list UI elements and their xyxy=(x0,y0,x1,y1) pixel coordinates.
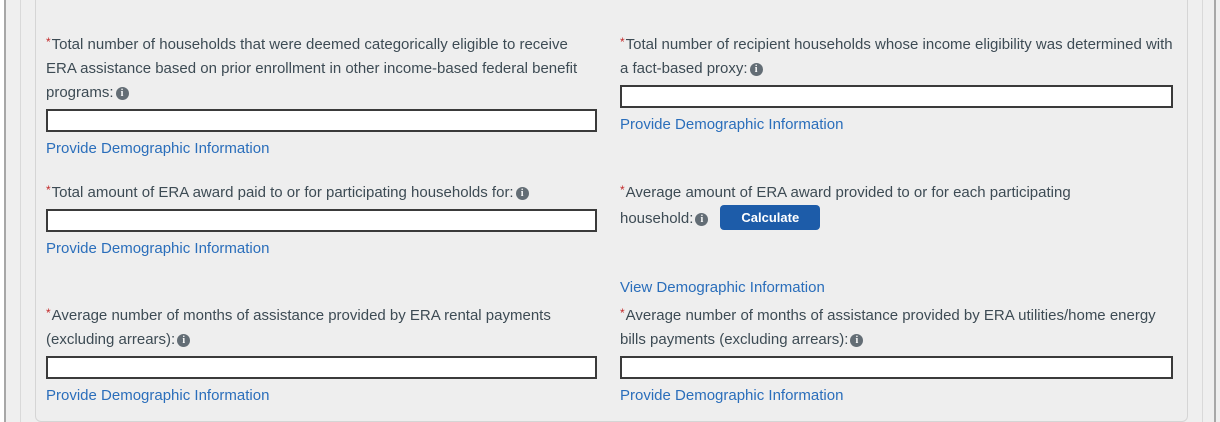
left-panel-border xyxy=(20,0,21,422)
info-icon[interactable]: i xyxy=(115,87,129,100)
field-average-era-award: *Average amount of ERA award provided to… xyxy=(620,181,1173,297)
provide-demographic-link-categorically-eligible[interactable]: Provide Demographic Information xyxy=(46,140,270,157)
form-panel: *Total number of households that were de… xyxy=(35,0,1188,422)
field-label: *Total number of recipient households wh… xyxy=(620,33,1173,81)
field-label: *Average number of months of assistance … xyxy=(620,304,1173,352)
total-era-award-input[interactable] xyxy=(46,209,597,232)
avg-months-rental-input[interactable] xyxy=(46,356,597,379)
required-asterisk: * xyxy=(46,306,51,320)
required-asterisk: * xyxy=(46,35,51,49)
avg-months-utilities-input[interactable] xyxy=(620,356,1173,379)
label-text: Average number of months of assistance p… xyxy=(46,307,551,348)
provide-demographic-link-avg-months-utilities[interactable]: Provide Demographic Information xyxy=(620,387,844,404)
label-text: Average amount of ERA award provided to … xyxy=(620,184,1071,227)
right-frame-line xyxy=(1214,0,1216,422)
field-label: *Average number of months of assistance … xyxy=(46,304,597,352)
calculate-button[interactable]: Calculate xyxy=(720,205,821,230)
view-demographic-link-average-era-award[interactable]: View Demographic Information xyxy=(620,279,825,296)
label-text: Total number of recipient households who… xyxy=(620,36,1173,77)
provide-demographic-link-total-era-award[interactable]: Provide Demographic Information xyxy=(46,240,270,257)
required-asterisk: * xyxy=(620,306,625,320)
required-asterisk: * xyxy=(46,183,51,197)
field-categorically-eligible: *Total number of households that were de… xyxy=(46,33,597,158)
label-text: Total amount of ERA award paid to or for… xyxy=(51,184,514,201)
field-fact-based-proxy: *Total number of recipient households wh… xyxy=(620,33,1173,134)
right-panel-border xyxy=(1202,0,1203,422)
field-avg-months-rental: *Average number of months of assistance … xyxy=(46,304,597,405)
field-label: *Total amount of ERA award paid to or fo… xyxy=(46,181,597,205)
required-asterisk: * xyxy=(620,183,625,197)
info-icon[interactable]: i xyxy=(177,334,191,347)
label-text: Average number of months of assistance p… xyxy=(620,307,1156,348)
label-text: Total number of households that were dee… xyxy=(46,36,578,101)
required-asterisk: * xyxy=(620,35,625,49)
provide-demographic-link-fact-based-proxy[interactable]: Provide Demographic Information xyxy=(620,116,844,133)
field-total-era-award: *Total amount of ERA award paid to or fo… xyxy=(46,181,597,258)
provide-demographic-link-avg-months-rental[interactable]: Provide Demographic Information xyxy=(46,387,270,404)
categorically-eligible-input[interactable] xyxy=(46,109,597,132)
info-icon[interactable]: i xyxy=(695,213,709,226)
fact-based-proxy-input[interactable] xyxy=(620,85,1173,108)
field-avg-months-utilities: *Average number of months of assistance … xyxy=(620,304,1173,405)
field-label: *Average amount of ERA award provided to… xyxy=(620,181,1140,231)
left-frame-line xyxy=(4,0,6,422)
field-label: *Total number of households that were de… xyxy=(46,33,597,105)
form-grid: *Total number of households that were de… xyxy=(36,0,1187,405)
info-icon[interactable]: i xyxy=(749,63,763,76)
info-icon[interactable]: i xyxy=(850,334,864,347)
info-icon[interactable]: i xyxy=(515,187,529,200)
